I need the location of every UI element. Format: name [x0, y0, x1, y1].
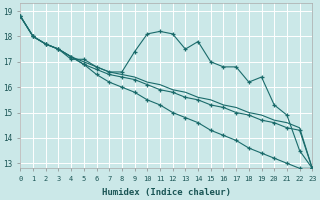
- X-axis label: Humidex (Indice chaleur): Humidex (Indice chaleur): [102, 188, 231, 197]
